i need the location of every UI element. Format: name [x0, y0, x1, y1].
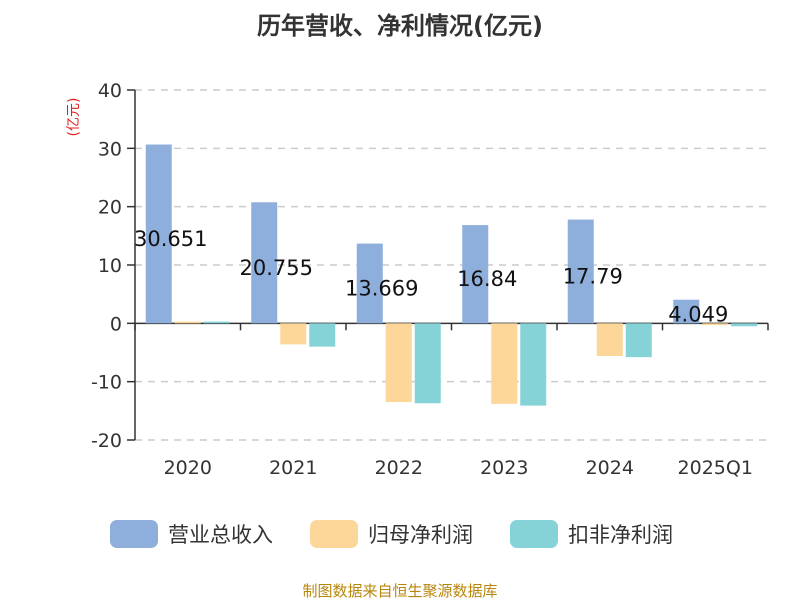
bars [145, 144, 758, 406]
legend-label: 归母净利润 [368, 523, 473, 547]
y-tick-label: -20 [91, 430, 122, 452]
legend: 营业总收入 归母净利润 扣非净利润 [110, 520, 673, 548]
data-label: 17.79 [563, 264, 623, 288]
bar-2021-series2 [309, 323, 336, 347]
x-category-label: 2024 [586, 457, 634, 479]
bar-2022-series2 [414, 323, 441, 404]
legend-item: 营业总收入 [110, 520, 273, 548]
y-tick-label: 40 [98, 80, 122, 102]
bar-2024-series1 [596, 323, 623, 356]
legend-label: 营业总收入 [168, 523, 273, 547]
legend-swatch [110, 520, 158, 548]
legend-item: 归母净利润 [310, 520, 473, 548]
chart-title: 历年营收、净利情况(亿元) [257, 12, 543, 40]
axes: 40 30 20 10 0 -10 -20 2020 2021 2022 2023 2024 2025Q… [91, 80, 769, 479]
x-category-label: 2022 [375, 457, 423, 479]
x-category-label: 2021 [269, 457, 317, 479]
y-tick-label: 20 [98, 197, 122, 219]
y-axis-label: (亿元) [66, 98, 82, 137]
y-tick-label: 10 [98, 255, 122, 277]
bar-2025Q1-series2 [731, 323, 758, 327]
y-tick-label: -10 [91, 372, 122, 394]
bar-2022-series1 [385, 323, 412, 403]
legend-label: 扣非净利润 [568, 523, 673, 547]
bar-2022-series0 [356, 243, 383, 324]
x-category-label: 2025Q1 [678, 457, 753, 479]
source-note: 制图数据来自恒生聚源数据库 [302, 582, 497, 600]
bar-2025Q1-series0 [673, 299, 700, 324]
bar-2023-series1 [491, 323, 518, 404]
x-category-label: 2023 [480, 457, 528, 479]
bar-2023-series2 [520, 323, 547, 406]
bar-2021-series1 [280, 323, 307, 345]
data-labels: 30.651 20.755 13.669 16.84 17.79 4.049 [134, 227, 728, 326]
bar-2020-series1 [174, 321, 201, 324]
data-label: 30.651 [134, 227, 207, 251]
legend-swatch [310, 520, 358, 548]
bar-2021-series0 [251, 202, 278, 324]
y-tick-label: 30 [98, 138, 122, 160]
bar-2020-series0 [145, 144, 172, 324]
bar-2020-series2 [203, 321, 230, 324]
y-tick-label: 0 [110, 313, 122, 335]
data-label: 20.755 [240, 256, 313, 280]
bar-2025Q1-series1 [702, 323, 729, 326]
data-label: 4.049 [668, 302, 728, 326]
x-category-label: 2020 [164, 457, 212, 479]
legend-item: 扣非净利润 [510, 520, 673, 548]
grid-lines [135, 89, 768, 441]
bar-2023-series0 [462, 225, 489, 324]
data-label: 16.84 [457, 267, 517, 291]
bar-2024-series2 [625, 323, 652, 358]
bar-2024-series0 [567, 219, 594, 324]
data-label: 13.669 [345, 276, 418, 300]
legend-swatch [510, 520, 558, 548]
